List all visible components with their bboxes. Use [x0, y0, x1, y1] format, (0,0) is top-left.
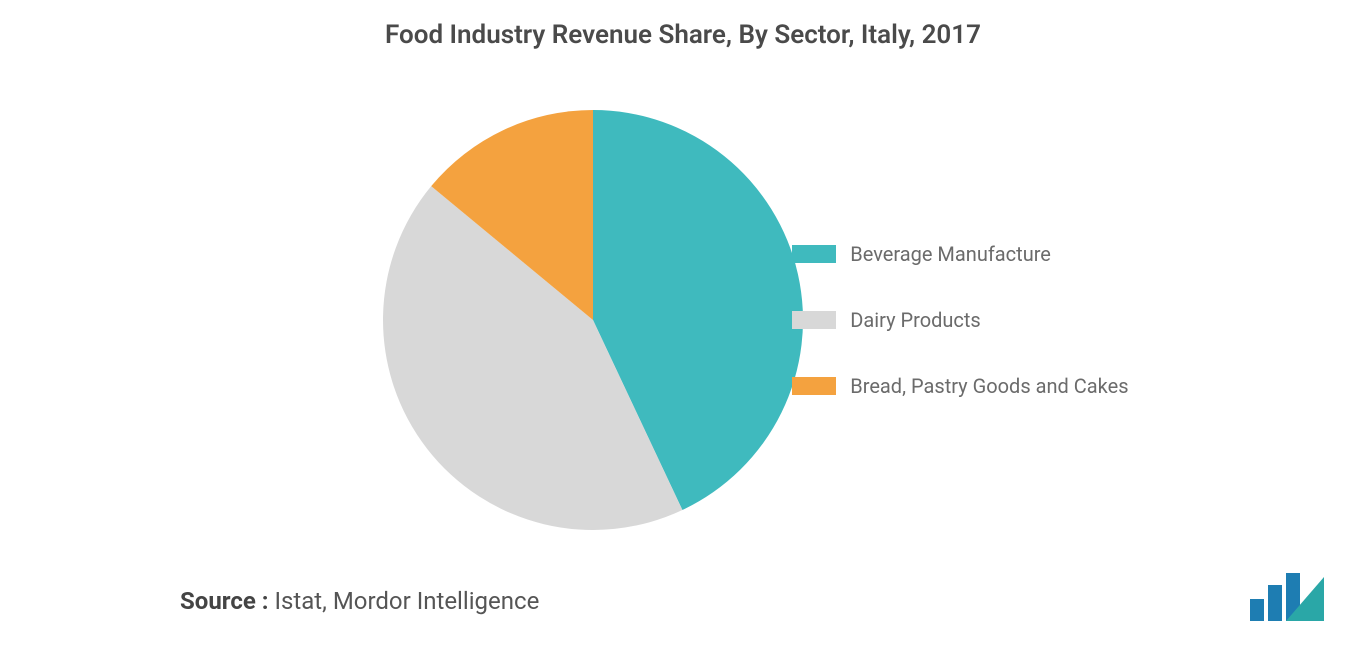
legend-item-1: Dairy Products: [792, 308, 1128, 332]
legend-swatch-1: [792, 311, 836, 329]
source-prefix: Source :: [180, 587, 269, 615]
legend-label-0: Beverage Manufacture: [850, 242, 1051, 266]
legend-label-1: Dairy Products: [850, 308, 981, 332]
legend-label-2: Bread, Pastry Goods and Cakes: [850, 374, 1128, 398]
source-text: Istat, Mordor Intelligence: [274, 587, 539, 615]
legend-item-0: Beverage Manufacture: [792, 242, 1128, 266]
legend-swatch-0: [792, 245, 836, 263]
brand-logo: [1246, 571, 1326, 625]
legend-swatch-2: [792, 377, 836, 395]
pie-wrap: [383, 110, 803, 530]
legend: Beverage Manufacture Dairy Products Bread,…: [792, 242, 1128, 398]
chart-title: Food Industry Revenue Share, By Sector, …: [0, 0, 1366, 50]
legend-item-2: Bread, Pastry Goods and Cakes: [792, 374, 1128, 398]
source-line: Source : Istat, Mordor Intelligence: [180, 587, 539, 615]
chart-area: Beverage Manufacture Dairy Products Bread,…: [0, 80, 1366, 560]
pie-chart: [383, 110, 803, 530]
